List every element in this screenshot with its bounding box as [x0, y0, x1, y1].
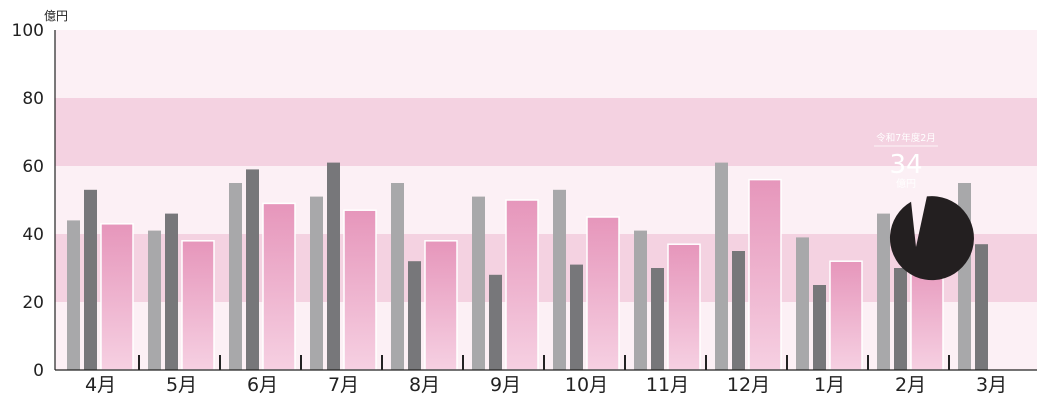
x-tick-label: 3月 [976, 374, 1007, 396]
bar-series-2 [732, 251, 745, 370]
x-tick-label: 5月 [166, 374, 197, 396]
bar-series-1 [634, 230, 647, 370]
x-tick-label: 6月 [247, 374, 278, 396]
bar-series-2 [570, 264, 583, 370]
background-bands [55, 30, 1037, 370]
x-tick-label: 11月 [646, 374, 689, 396]
y-tick-label: 40 [22, 225, 44, 245]
background-band [55, 166, 1037, 234]
bar-series-2 [894, 268, 907, 370]
bar-series-2 [408, 261, 421, 370]
bar-series-1 [472, 196, 485, 370]
bar-series-3 [586, 216, 620, 371]
bar-series-1 [715, 162, 728, 370]
bar-series-3 [262, 202, 296, 371]
callout-label: 令和7年度2月 [876, 132, 936, 144]
bar-series-3 [748, 178, 782, 371]
x-tick-label: 8月 [409, 374, 440, 396]
x-tick-label: 7月 [328, 374, 359, 396]
y-tick-label: 0 [33, 361, 44, 381]
bar-series-3 [100, 223, 134, 371]
bar-series-3 [667, 243, 701, 371]
bar-series-3 [829, 260, 863, 371]
background-band [55, 30, 1037, 98]
bar-series-1 [796, 237, 809, 370]
bar-series-3 [505, 199, 539, 371]
y-tick-label: 60 [22, 157, 44, 177]
x-tick-label: 4月 [85, 374, 116, 396]
axes-layer: 億円 [44, 9, 1037, 371]
bar-series-1 [67, 220, 80, 370]
background-band [55, 98, 1037, 166]
bar-series-2 [651, 268, 664, 370]
y-tick-label: 80 [22, 89, 44, 109]
bar-series-2 [327, 162, 340, 370]
bar-series-3 [424, 240, 458, 371]
bar-series-2 [165, 213, 178, 370]
bar-series-1 [553, 189, 566, 370]
bar-series-1 [877, 213, 890, 370]
callout-unit: 億円 [896, 177, 916, 190]
x-tick-labels: 4月 5月 6月 7月 8月 9月 10月 11月 12月 1月 2月 3月 [85, 374, 1007, 396]
background-band [55, 302, 1037, 370]
y-tick-labels: 0 20 40 60 80 100 [12, 21, 44, 381]
bar-series-2 [813, 285, 826, 370]
background-band [55, 234, 1037, 302]
callout-annotation: 令和7年度2月 34 億円 [874, 132, 974, 281]
y-tick-label: 20 [22, 293, 44, 313]
bar-series-2 [84, 189, 97, 370]
x-tick-label: 10月 [565, 374, 608, 396]
bar-series-1 [148, 230, 161, 370]
bar-series-1 [310, 196, 323, 370]
bar-series-3 [181, 240, 215, 371]
bar-series-1 [229, 183, 242, 370]
bars-layer [67, 162, 988, 371]
callout-bubble [889, 196, 974, 281]
bar-series-2 [489, 274, 502, 370]
x-tick-label: 9月 [490, 374, 521, 396]
y-tick-label: 100 [12, 21, 44, 41]
bar-series-2 [975, 244, 988, 370]
bar-series-1 [391, 183, 404, 370]
y-axis-unit: 億円 [44, 9, 68, 23]
x-tick-label: 1月 [814, 374, 845, 396]
bar-series-2 [246, 169, 259, 370]
x-tick-label: 2月 [895, 374, 926, 396]
bar-series-3 [343, 209, 377, 371]
callout-value: 34 [889, 150, 922, 180]
x-tick-label: 12月 [727, 374, 770, 396]
